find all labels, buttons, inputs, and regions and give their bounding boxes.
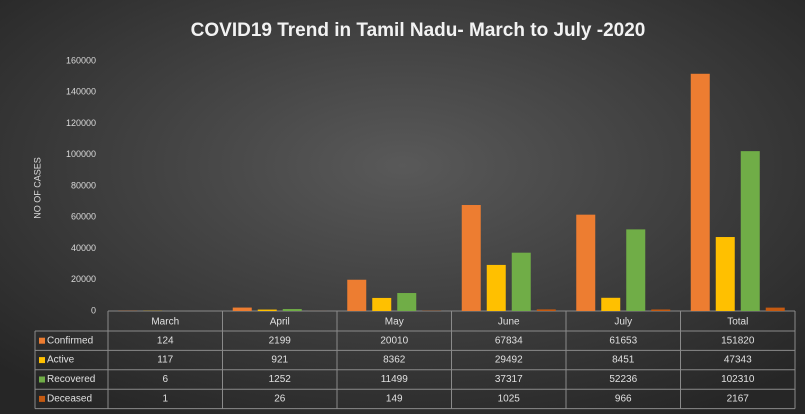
y-tick-label: 100000 (66, 149, 96, 159)
table-cell: 29492 (495, 355, 523, 366)
x-tick-label: May (385, 317, 404, 328)
bar (740, 151, 760, 311)
legend-label: Recovered (47, 374, 95, 385)
table-cell: 61653 (609, 335, 637, 346)
table-cell: 151820 (721, 335, 755, 346)
table-cell: 52236 (609, 374, 637, 385)
bar (511, 252, 531, 311)
x-tick-label: March (151, 317, 179, 328)
y-tick-label: 80000 (71, 180, 96, 190)
y-tick-label: 60000 (71, 212, 96, 222)
table-cell: 8451 (612, 355, 635, 366)
y-tick-label: 140000 (66, 87, 96, 97)
table-cell: 47343 (724, 355, 752, 366)
x-tick-label: June (498, 317, 520, 328)
bar (461, 205, 481, 311)
legend-label: Confirmed (47, 335, 93, 346)
table-cell: 102310 (721, 374, 755, 385)
table-cell: 117 (157, 355, 173, 366)
legend-swatch (39, 376, 45, 383)
table-cell: 124 (157, 335, 174, 346)
bar (282, 309, 302, 311)
table-cell: 1 (162, 394, 168, 405)
table-cell: 1252 (269, 374, 292, 385)
table-cell: 11499 (381, 374, 409, 385)
bar (486, 264, 506, 311)
x-tick-label: April (270, 317, 290, 328)
bar (715, 237, 735, 311)
table-cell: 2199 (269, 335, 292, 346)
bar (601, 297, 621, 311)
bar (347, 279, 367, 311)
legend-swatch (39, 337, 45, 344)
table-cell: 26 (274, 394, 286, 405)
legend-label: Active (47, 355, 75, 366)
table-cell: 921 (271, 355, 288, 366)
bar (690, 73, 710, 311)
table-cell: 149 (386, 394, 403, 405)
legend-label: Deceased (47, 394, 92, 405)
y-tick-label: 40000 (71, 243, 96, 253)
x-tick-label: Total (727, 317, 748, 328)
bar (372, 297, 392, 311)
bar (257, 309, 277, 311)
table-cell: 20010 (380, 335, 408, 346)
y-tick-label: 20000 (71, 274, 96, 284)
chart-title: COVID19 Trend in Tamil Nadu- March to Ju… (191, 20, 646, 41)
x-tick-label: July (614, 317, 632, 328)
table-cell: 1025 (498, 394, 521, 405)
bar (765, 307, 785, 311)
bar (397, 293, 417, 311)
y-tick-label: 120000 (66, 118, 96, 128)
table-cell: 67834 (495, 335, 523, 346)
table-cell: 8362 (383, 355, 406, 366)
y-tick-label: 0 (91, 305, 96, 315)
table-cell: 966 (615, 394, 632, 405)
table-cell: 6 (162, 374, 168, 385)
bar (576, 214, 596, 311)
bar (232, 307, 252, 311)
y-tick-label: 160000 (66, 55, 96, 65)
bar (626, 229, 646, 311)
bar (651, 309, 671, 311)
bar (536, 309, 556, 311)
table-cell: 37317 (495, 374, 523, 385)
legend-swatch (39, 395, 45, 402)
table-cell: 2167 (727, 394, 750, 405)
legend-swatch (39, 357, 45, 364)
y-axis-label: NO OF CASES (32, 157, 42, 219)
